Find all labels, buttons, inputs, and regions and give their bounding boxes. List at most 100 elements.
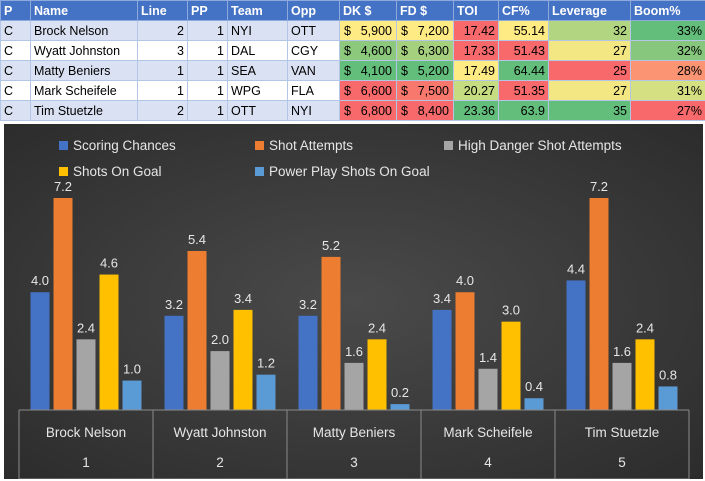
- table-row[interactable]: C Mark Scheifele 1 1 WPG FLA $6,600 $7,500 20.27…: [0, 80, 705, 101]
- cell-boom: 33%: [630, 20, 705, 41]
- cell-opp: FLA: [287, 80, 340, 101]
- bar-value-label: 3.0: [502, 303, 520, 318]
- cell-opp: CGY: [287, 40, 340, 61]
- cell-boom: 32%: [630, 40, 705, 61]
- bar[interactable]: [122, 380, 142, 410]
- legend-label[interactable]: Power Play Shots On Goal: [269, 164, 430, 179]
- cell-team: DAL: [227, 40, 288, 61]
- salary-value: 6,600: [360, 83, 392, 98]
- cell-team: WPG: [227, 80, 288, 101]
- bar[interactable]: [321, 256, 341, 410]
- bar-value-label: 2.4: [77, 320, 95, 335]
- x-tick-number: 3: [350, 455, 358, 470]
- bar[interactable]: [53, 198, 73, 410]
- table-row[interactable]: C Matty Beniers 1 1 SEA VAN $4,100 $5,200 17.49 6…: [0, 60, 705, 81]
- cell-cf: 64.44: [498, 60, 549, 81]
- bar-value-label: 0.8: [659, 367, 677, 382]
- cell-opp: NYI: [287, 100, 340, 121]
- x-tick-number: 4: [484, 455, 492, 470]
- legend-swatch: [59, 167, 68, 176]
- cell-team: NYI: [227, 20, 288, 41]
- currency-symbol: $: [344, 23, 351, 38]
- bar[interactable]: [164, 315, 184, 410]
- cell-toi: 17.42: [453, 20, 499, 41]
- col-header-dk[interactable]: DK $: [339, 0, 397, 21]
- legend-swatch: [255, 167, 264, 176]
- col-header-team[interactable]: Team: [227, 0, 288, 21]
- salary-value: 5,900: [360, 23, 392, 38]
- cell-line: 1: [137, 60, 188, 81]
- bar[interactable]: [30, 292, 50, 410]
- col-header-toi[interactable]: TOI: [453, 0, 499, 21]
- cell-line: 2: [137, 20, 188, 41]
- bar[interactable]: [99, 274, 119, 410]
- cell-toi: 17.49: [453, 60, 499, 81]
- currency-symbol: $: [401, 43, 408, 58]
- cell-fd: $6,300: [396, 40, 454, 61]
- bar-value-label: 3.2: [299, 297, 317, 312]
- cell-opp: OTT: [287, 20, 340, 41]
- cell-toi: 23.36: [453, 100, 499, 121]
- table-row[interactable]: C Brock Nelson 2 1 NYI OTT $5,900 $7,200 17.42 55…: [0, 20, 705, 41]
- cell-p: C: [0, 80, 31, 101]
- bar[interactable]: [76, 339, 96, 410]
- bar[interactable]: [233, 309, 253, 410]
- legend-swatch: [255, 141, 264, 150]
- bar[interactable]: [298, 315, 318, 410]
- bar[interactable]: [367, 339, 387, 410]
- cell-p: C: [0, 40, 31, 61]
- bar[interactable]: [635, 339, 655, 410]
- legend-label[interactable]: High Danger Shot Attempts: [458, 138, 622, 153]
- bar[interactable]: [432, 309, 452, 410]
- bar[interactable]: [566, 280, 586, 410]
- cell-pp: 1: [187, 40, 228, 61]
- cell-boom: 27%: [630, 100, 705, 121]
- bar[interactable]: [501, 321, 521, 410]
- chart-background: [4, 124, 703, 479]
- bar-value-label: 7.2: [590, 179, 608, 194]
- cell-fd: $7,200: [396, 20, 454, 41]
- cell-pp: 1: [187, 100, 228, 121]
- currency-symbol: $: [344, 83, 351, 98]
- bar[interactable]: [390, 404, 410, 410]
- col-header-p[interactable]: P: [0, 0, 31, 21]
- col-header-line[interactable]: Line: [137, 0, 188, 21]
- legend-label[interactable]: Shots On Goal: [73, 164, 162, 179]
- bar[interactable]: [658, 386, 678, 410]
- col-header-opp[interactable]: Opp: [287, 0, 340, 21]
- legend-label[interactable]: Scoring Chances: [73, 138, 176, 153]
- table-row[interactable]: C Wyatt Johnston 3 1 DAL CGY $4,600 $6,300 17.33…: [0, 40, 705, 61]
- col-header-fd[interactable]: FD $: [396, 0, 454, 21]
- bar[interactable]: [210, 351, 230, 410]
- bar[interactable]: [589, 198, 609, 410]
- table-row[interactable]: C Tim Stuetzle 2 1 OTT NYI $6,800 $8,400 23.36 63…: [0, 100, 705, 121]
- bar[interactable]: [612, 362, 632, 410]
- bar[interactable]: [524, 398, 544, 410]
- cell-name: Mark Scheifele: [30, 80, 138, 101]
- currency-symbol: $: [344, 103, 351, 118]
- bar[interactable]: [344, 362, 364, 410]
- bar[interactable]: [478, 368, 498, 410]
- currency-symbol: $: [344, 43, 351, 58]
- bar-value-label: 0.4: [525, 379, 543, 394]
- chart-legend: Scoring Chances Shot Attempts High Danger …: [59, 138, 622, 179]
- col-header-pp[interactable]: PP: [187, 0, 228, 21]
- cell-opp: VAN: [287, 60, 340, 81]
- cell-dk: $4,600: [339, 40, 397, 61]
- bar[interactable]: [455, 292, 475, 410]
- col-header-leverage[interactable]: Leverage: [548, 0, 631, 21]
- bar[interactable]: [187, 251, 207, 410]
- cell-dk: $5,900: [339, 20, 397, 41]
- x-tick-label: Matty Beniers: [313, 425, 396, 440]
- col-header-name[interactable]: Name: [30, 0, 138, 21]
- cell-name: Tim Stuetzle: [30, 100, 138, 121]
- cell-name: Matty Beniers: [30, 60, 138, 81]
- col-header-cf[interactable]: CF%: [498, 0, 549, 21]
- bar[interactable]: [256, 374, 276, 410]
- x-tick-label: Mark Scheifele: [443, 425, 532, 440]
- legend-label[interactable]: Shot Attempts: [269, 138, 353, 153]
- x-tick-label: Brock Nelson: [46, 425, 126, 440]
- legend-swatch: [444, 141, 453, 150]
- cell-fd: $5,200: [396, 60, 454, 81]
- col-header-boom[interactable]: Boom%: [630, 0, 705, 21]
